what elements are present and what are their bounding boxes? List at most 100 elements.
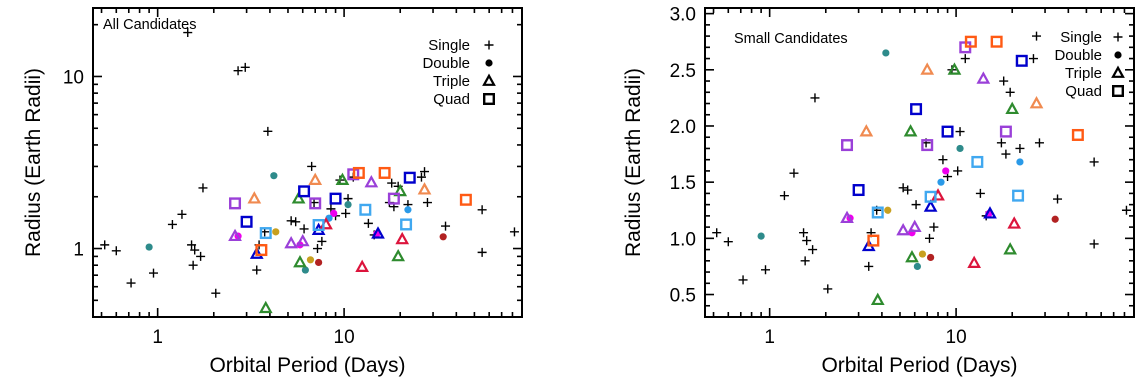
data-point [956,144,964,153]
data-point [309,197,322,210]
data-point [1028,54,1038,64]
data-point [990,35,1003,48]
data-point [924,190,937,203]
y-axis-label: Radius (Earth Radii) [22,68,45,257]
data-point [404,206,412,214]
data-point [352,166,365,179]
data-point [1012,189,1025,202]
data-point [867,234,880,247]
legend-label: Triple [433,73,470,90]
data-point [263,126,273,136]
data-point [1089,239,1099,249]
data-point [312,244,322,254]
data-point [229,197,242,210]
data-point [864,261,874,271]
data-point [983,206,997,219]
data-point [291,217,301,227]
data-point [259,227,272,240]
data-point [355,259,370,272]
legend-marker-triangle [482,73,496,86]
data-point [233,66,243,76]
data-point [924,233,934,243]
data-point [1016,158,1024,166]
data-point [840,210,854,224]
data-point [823,284,833,294]
data-point [1005,87,1015,97]
data-point [907,219,922,233]
data-point [761,265,771,275]
data-point [942,167,950,175]
data-point [330,209,338,218]
data-point [249,246,264,259]
data-point [1053,194,1063,204]
y-tick-label: 1.5 [670,173,696,194]
data-point [359,203,372,216]
data-point [955,127,965,137]
data-point [953,166,963,176]
x-tick-label: 1 [764,327,775,348]
data-point [975,188,985,198]
data-point [923,199,938,212]
data-point [779,191,789,201]
data-point [286,216,296,226]
data-point [799,228,809,238]
plot-frame [92,7,523,318]
legend-marker-plus [484,40,494,50]
data-point [371,226,385,239]
data-point [841,139,854,152]
data-point [393,183,408,197]
data-point [395,231,410,245]
data-point [810,93,820,103]
data-point [477,247,487,257]
data-point [999,76,1009,86]
data-point [859,124,874,137]
data-point [391,248,406,262]
data-point [910,103,923,116]
data-point [789,168,799,178]
data-point [999,125,1012,138]
data-point [335,172,350,185]
data-point [852,184,865,197]
data-point [929,222,939,232]
x-tick-label: 10 [334,327,355,348]
data-point [808,245,818,255]
y-tick-label: 2.5 [670,61,696,82]
legend-marker-plus [1113,32,1123,42]
data-point [937,178,945,186]
data-point [1051,215,1059,223]
plot-frame [704,7,1135,318]
data-point [964,35,977,48]
data-point [927,253,935,262]
data-point [255,244,268,257]
data-point [177,209,187,219]
data-point [198,183,208,193]
x-tick-label: 1 [152,327,163,348]
chart-all-candidates: 1 10 1 10 Orbital Period (Days) Radius (Earth… [22,7,523,377]
data-point [960,54,970,64]
data-point [1032,31,1042,41]
data-point [315,258,323,267]
data-point [971,155,984,168]
data-point [400,218,413,231]
panel-title: All Candidates [103,17,197,33]
legend-marker-square [1111,84,1124,97]
data-point [967,255,982,268]
data-point [298,185,311,198]
data-point [306,256,315,264]
data-point [308,172,323,185]
data-point [1015,143,1025,153]
legend-marker-dot [485,59,493,67]
data-point [1001,149,1011,159]
data-point [307,161,317,171]
data-point [800,256,810,266]
data-point [417,182,432,195]
panel-title: Small Candidates [734,31,848,47]
data-point [247,191,262,204]
data-point [149,268,159,278]
y-axis-label: Radius (Earth Radii) [622,68,645,257]
data-point [757,232,765,240]
data-point [100,240,110,250]
legend-label: Double [1054,47,1102,64]
data-point [947,62,962,75]
